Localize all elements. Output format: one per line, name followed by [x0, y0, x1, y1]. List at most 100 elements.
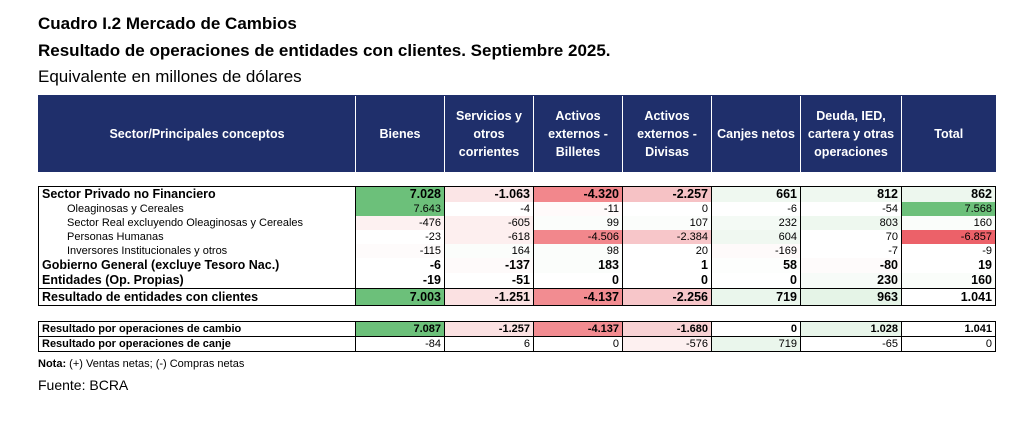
- cell-value: -1.680: [622, 321, 712, 337]
- cell-value: 862: [901, 186, 996, 202]
- cell-value: 164: [444, 244, 534, 258]
- cell-value: 58: [711, 258, 801, 273]
- row-label: Sector Privado no Financiero: [38, 186, 356, 202]
- header-row: Sector/Principales conceptos Bienes Serv…: [38, 95, 996, 172]
- cell-value: 107: [622, 216, 712, 230]
- cell-value: -65: [800, 336, 902, 352]
- cell-value: 7.087: [355, 321, 445, 337]
- cell-value: 812: [800, 186, 902, 202]
- table-row: Sector Real excluyendo Oleaginosas y Cer…: [38, 216, 996, 230]
- results-summary-table: Resultado por operaciones de cambio 7.08…: [38, 321, 996, 352]
- cell-value: 98: [533, 244, 623, 258]
- cell-value: -169: [711, 244, 801, 258]
- table-row: Sector Privado no Financiero 7.028 -1.06…: [38, 186, 996, 202]
- cell-value: -4.137: [533, 321, 623, 337]
- cell-value: 0: [901, 336, 996, 352]
- row-label: Inversores Institucionales y otros: [38, 244, 356, 258]
- cell-value: 183: [533, 258, 623, 273]
- cell-value: -54: [800, 202, 902, 216]
- row-label: Personas Humanas: [38, 230, 356, 244]
- cell-value: 0: [533, 336, 623, 352]
- cell-value: 70: [800, 230, 902, 244]
- cell-value: 232: [711, 216, 801, 230]
- row-label: Resultado por operaciones de cambio: [38, 321, 356, 337]
- cell-value: 1.041: [901, 321, 996, 337]
- source-text: Fuente: BCRA: [38, 377, 129, 393]
- table-row-total: Resultado de entidades con clientes 7.00…: [38, 288, 996, 306]
- cell-value: -4.506: [533, 230, 623, 244]
- cell-value: -476: [355, 216, 445, 230]
- cell-value: 6: [444, 336, 534, 352]
- table-row: Entidades (Op. Propias) -19 -51 0 0 0 23…: [38, 273, 996, 289]
- table-note: Nota: (+) Ventas netas; (-) Compras neta…: [38, 358, 244, 370]
- header-canjes: Canjes netos: [711, 95, 801, 172]
- cell-value: 230: [800, 273, 902, 289]
- cell-value: 0: [711, 321, 801, 337]
- cell-value: 7.003: [355, 288, 445, 306]
- cell-value: -6: [355, 258, 445, 273]
- cell-value: -9: [901, 244, 996, 258]
- cell-value: -19: [355, 273, 445, 289]
- cell-value: -7: [800, 244, 902, 258]
- row-label: Oleaginosas y Cereales: [38, 202, 356, 216]
- cell-value: -23: [355, 230, 445, 244]
- table-row: Gobierno General (excluye Tesoro Nac.) -…: [38, 258, 996, 273]
- cell-value: 1.028: [800, 321, 902, 337]
- cell-value: 0: [711, 273, 801, 289]
- row-label: Resultado por operaciones de canje: [38, 336, 356, 352]
- cell-value: -115: [355, 244, 445, 258]
- row-label: Resultado de entidades con clientes: [38, 288, 356, 306]
- header-deuda: Deuda, IED, cartera y otras operaciones: [800, 95, 902, 172]
- cell-value: 7.568: [901, 202, 996, 216]
- cell-value: -4.320: [533, 186, 623, 202]
- header-sector: Sector/Principales conceptos: [38, 95, 356, 172]
- table-units: Equivalente en millones de dólares: [38, 67, 302, 86]
- cell-value: -1.251: [444, 288, 534, 306]
- cell-value: -80: [800, 258, 902, 273]
- cell-value: 661: [711, 186, 801, 202]
- cell-value: 0: [622, 202, 712, 216]
- row-label: Gobierno General (excluye Tesoro Nac.): [38, 258, 356, 273]
- cell-value: 0: [533, 273, 623, 289]
- cell-value: -4.137: [533, 288, 623, 306]
- cell-value: 160: [901, 273, 996, 289]
- exchange-market-table: Sector/Principales conceptos Bienes Serv…: [38, 95, 996, 306]
- cell-value: -84: [355, 336, 445, 352]
- cell-value: -6: [711, 202, 801, 216]
- cell-value: -137: [444, 258, 534, 273]
- cell-value: 7.028: [355, 186, 445, 202]
- table-subtitle-bold: Resultado de operaciones de entidades co…: [38, 41, 611, 60]
- note-text: (+) Ventas netas; (-) Compras netas: [69, 358, 245, 370]
- cell-value: 1: [622, 258, 712, 273]
- cell-value: -51: [444, 273, 534, 289]
- table-row: Personas Humanas -23 -618 -4.506 -2.384 …: [38, 230, 996, 244]
- cell-value: 99: [533, 216, 623, 230]
- cell-value: 604: [711, 230, 801, 244]
- cell-value: 19: [901, 258, 996, 273]
- header-bienes: Bienes: [355, 95, 445, 172]
- cell-value: -605: [444, 216, 534, 230]
- cell-value: -2.257: [622, 186, 712, 202]
- cell-value: -1.257: [444, 321, 534, 337]
- cell-value: -618: [444, 230, 534, 244]
- table-row: Resultado por operaciones de cambio 7.08…: [38, 321, 996, 337]
- cell-value: 0: [622, 273, 712, 289]
- header-activos-billetes: Activos externos - Billetes: [533, 95, 623, 172]
- cell-value: 1.041: [901, 288, 996, 306]
- note-label: Nota:: [38, 358, 67, 370]
- header-servicios: Servicios y otros corrientes: [444, 95, 534, 172]
- cell-value: -2.256: [622, 288, 712, 306]
- cell-value: -6.857: [901, 230, 996, 244]
- cell-value: -11: [533, 202, 623, 216]
- header-activos-divisas: Activos externos - Divisas: [622, 95, 712, 172]
- cell-value: -576: [622, 336, 712, 352]
- cell-value: -2.384: [622, 230, 712, 244]
- cell-value: 7.643: [355, 202, 445, 216]
- cell-value: -1.063: [444, 186, 534, 202]
- header-total: Total: [901, 95, 996, 172]
- table-row: Oleaginosas y Cereales 7.643 -4 -11 0 -6…: [38, 202, 996, 216]
- cell-value: 963: [800, 288, 902, 306]
- table-title: Cuadro I.2 Mercado de Cambios: [38, 14, 297, 33]
- cell-value: 160: [901, 216, 996, 230]
- cell-value: 719: [711, 288, 801, 306]
